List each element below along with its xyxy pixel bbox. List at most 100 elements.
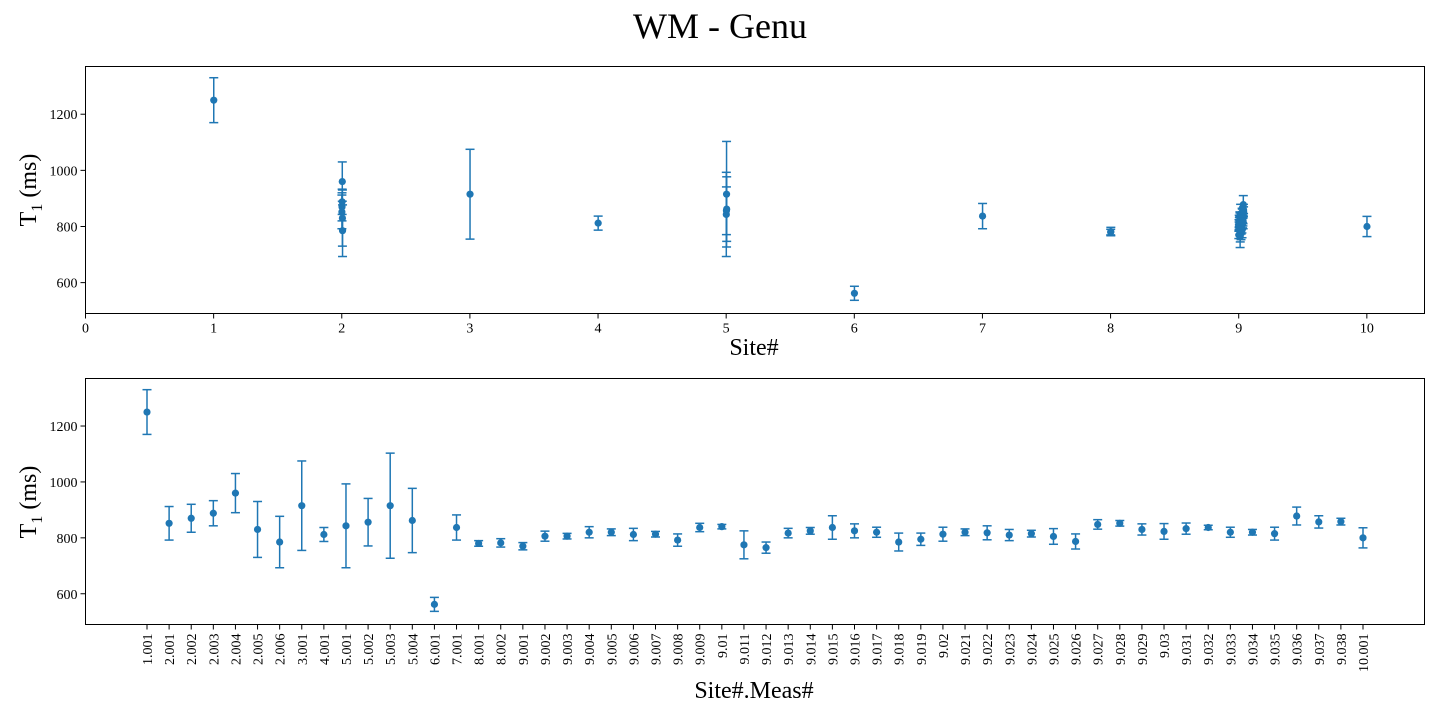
site-x-tick-label-5: 5 [723, 322, 730, 337]
measurement-x-tick-label-47: 9.031 [1180, 634, 1195, 666]
measurement-y-axis-label: T1 (ms) [16, 466, 46, 539]
measurement-x-tick-label-7: 3.001 [296, 634, 311, 666]
measurement-data-point-19 [563, 532, 571, 540]
site-y-tick-label-1: 800 [57, 220, 78, 235]
measurement-x-tick-label-3: 2.003 [207, 634, 222, 666]
measurement-data-point-0 [143, 408, 151, 416]
measurement-data-point-49 [1226, 528, 1234, 536]
measurement-x-tick-label-16: 8.002 [495, 634, 510, 666]
measurement-data-point-17 [519, 542, 527, 550]
site-x-tick-label-0: 0 [82, 322, 89, 337]
measurement-x-tick-label-40: 9.024 [1025, 634, 1040, 666]
measurement-x-tick-label-35: 9.019 [915, 634, 930, 666]
measurement-x-tick-label-12: 5.004 [406, 634, 421, 666]
measurement-data-point-31 [828, 523, 836, 532]
measurement-x-tick-label-42: 9.026 [1070, 634, 1085, 666]
measurement-data-point-28 [762, 544, 770, 552]
measurement-x-tick-label-53: 9.037 [1313, 634, 1328, 666]
measurement-data-point-15 [475, 539, 483, 548]
measurement-data-point-39 [1005, 531, 1013, 539]
site-data-point-8 [594, 219, 602, 227]
site-y-tick-label-3: 1200 [50, 108, 78, 123]
site-y-tick-label-2: 1000 [50, 164, 78, 179]
measurement-data-point-47 [1182, 525, 1190, 533]
measurement-x-tick-label-17: 9.001 [517, 634, 532, 666]
measurement-data-point-29 [784, 529, 792, 537]
measurement-data-point-44 [1116, 519, 1124, 527]
site-axes: 0 1 2 3 4 5 6 7 8 9 10 600 800 1000 1200 Site# T1 (ms) [16, 66, 1425, 361]
measurement-data-point-18 [541, 532, 549, 540]
measurement-data-point-11 [386, 502, 394, 510]
site-data-point-0 [210, 96, 218, 104]
measurement-x-tick-label-13: 6.001 [428, 634, 443, 666]
site-axes-frame [85, 66, 1425, 314]
measurement-x-tick-label-14: 7.001 [451, 634, 466, 666]
measurement-data-point-46 [1160, 527, 1168, 536]
site-x-tick-label-1: 1 [210, 322, 217, 337]
measurement-data-point-20 [585, 528, 593, 536]
measurement-x-tick-label-18: 9.002 [539, 634, 554, 666]
site-x-tick-label-10: 10 [1360, 322, 1374, 337]
measurement-data-point-1 [165, 519, 173, 527]
measurement-data-point-10 [364, 518, 372, 526]
measurement-x-tick-label-29: 9.013 [782, 634, 797, 666]
site-data-point-6 [338, 227, 347, 235]
measurement-x-tick-label-30: 9.014 [804, 634, 819, 666]
measurement-x-tick-label-1: 2.001 [163, 634, 178, 666]
measurement-x-tick-label-28: 9.012 [760, 634, 775, 666]
site-data-marks [209, 76, 1372, 302]
measurement-x-tick-label-49: 9.033 [1224, 634, 1239, 666]
site-x-tick-label-6: 6 [851, 322, 858, 337]
measurement-x-tick-label-34: 9.018 [893, 634, 908, 666]
site-data-point-12 [723, 205, 731, 213]
measurement-data-point-48 [1204, 523, 1212, 532]
site-x-tick-label-3: 3 [466, 322, 473, 337]
measurement-data-point-3 [209, 509, 217, 517]
measurement-x-tick-label-8: 4.001 [318, 634, 333, 666]
measurement-axes: 1.001 2.001 2.002 2.003 2.004 2.005 2.006 3.001… [16, 378, 1425, 704]
measurement-data-point-14 [452, 523, 461, 532]
measurement-data-point-37 [961, 528, 969, 536]
measurement-x-tick-label-20: 9.004 [583, 634, 598, 666]
figure-title: WM - Genu [633, 6, 807, 46]
measurement-data-point-36 [939, 530, 947, 538]
measurement-data-point-24 [674, 536, 682, 544]
site-x-tick-label-9: 9 [1235, 322, 1242, 337]
measurement-x-tick-label-33: 9.017 [871, 634, 886, 666]
measurement-data-point-8 [320, 530, 328, 539]
measurement-x-tick-label-25: 9.009 [694, 634, 709, 666]
measurement-x-tick-label-32: 9.016 [848, 634, 863, 666]
measurement-x-tick-label-45: 9.029 [1136, 634, 1151, 666]
measurement-data-point-50 [1248, 528, 1257, 536]
measurement-data-point-5 [253, 525, 262, 534]
measurement-y-tick-label-1: 800 [57, 532, 78, 547]
measurement-x-tick-label-0: 1.001 [141, 634, 156, 666]
site-data-point-16 [1107, 227, 1115, 236]
measurement-x-tick-label-46: 9.03 [1158, 634, 1173, 659]
measurement-x-tick-label-48: 9.032 [1202, 634, 1217, 666]
measurement-data-point-9 [342, 522, 350, 530]
measurement-data-point-51 [1270, 530, 1279, 538]
measurement-data-point-25 [696, 523, 704, 532]
measurement-x-tick-label-27: 9.011 [738, 634, 753, 665]
measurement-data-marks [142, 388, 1368, 613]
site-x-tick-label-2: 2 [338, 322, 345, 337]
measurement-x-tick-label-9: 5.001 [340, 634, 355, 666]
measurement-data-point-45 [1138, 525, 1146, 534]
measurement-x-tick-label-21: 9.005 [605, 634, 620, 666]
measurement-x-tick-label-51: 9.035 [1269, 634, 1284, 666]
measurement-x-tick-label-31: 9.015 [826, 634, 841, 666]
measurement-x-tick-label-19: 9.003 [561, 634, 576, 666]
site-data-point-4 [338, 177, 346, 186]
site-data-point-51 [1239, 218, 1247, 226]
measurement-x-tick-label-10: 5.002 [362, 634, 377, 666]
measurement-data-point-53 [1315, 518, 1323, 526]
site-y-axis-label: T1 (ms) [16, 154, 46, 227]
measurement-x-axis-label: Site#.Meas# [694, 678, 813, 704]
site-data-point-54 [1239, 206, 1248, 214]
measurement-data-point-27 [740, 541, 748, 549]
measurement-x-tick-label-41: 9.025 [1047, 634, 1062, 666]
measurement-data-point-21 [607, 528, 615, 536]
measurement-data-point-55 [1359, 534, 1367, 542]
